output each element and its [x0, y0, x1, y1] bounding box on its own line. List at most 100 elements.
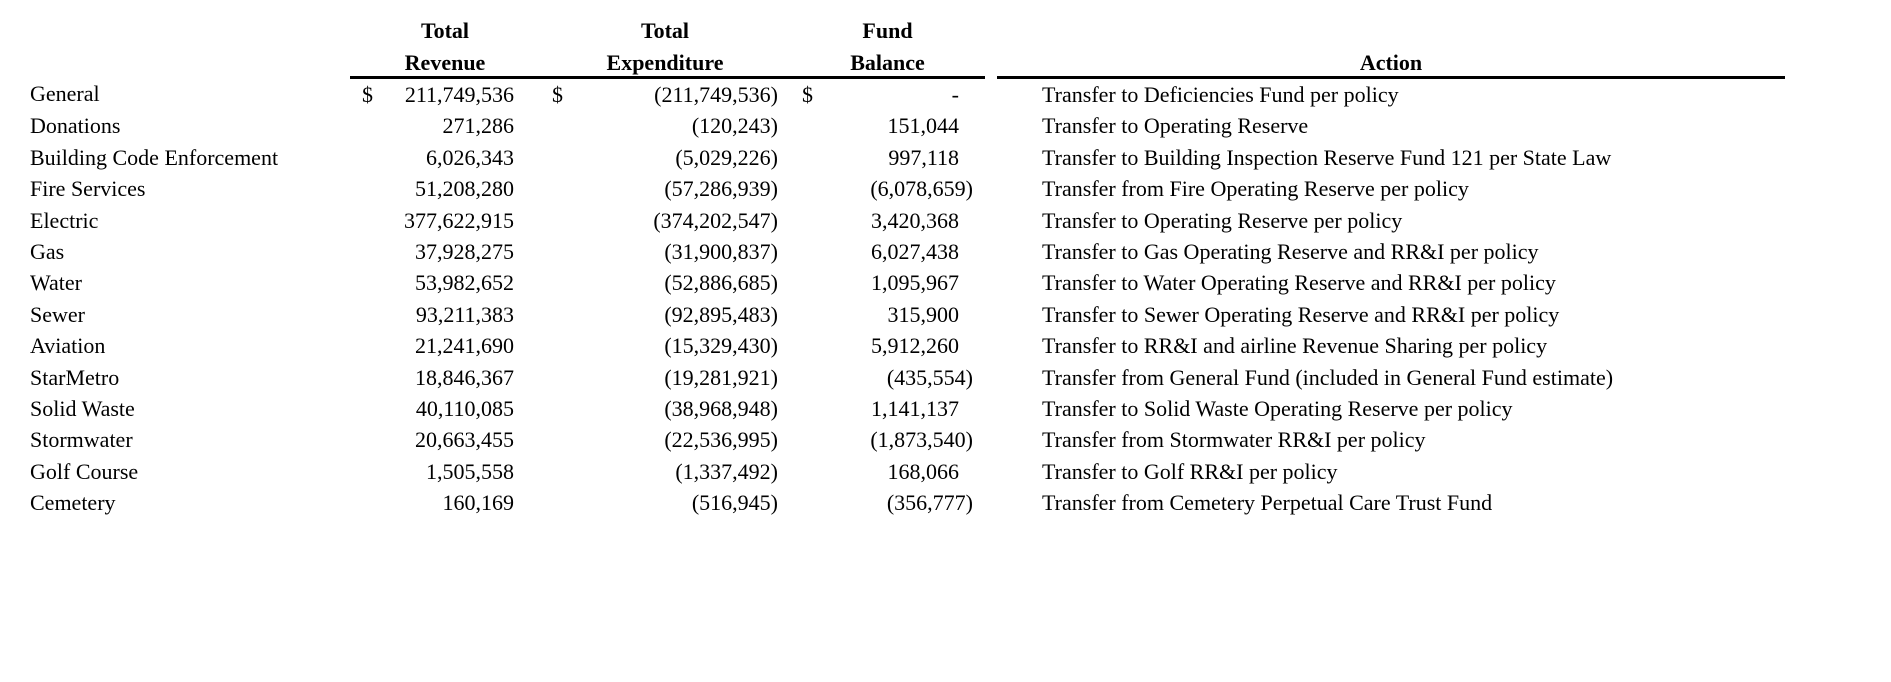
column-spacer [985, 142, 997, 173]
expenditure-value: (31,900,837) [540, 236, 790, 267]
revenue-value: 1,505,558 [350, 456, 540, 487]
expenditure-value: (1,337,492) [540, 456, 790, 487]
balance-value: 315,900 [790, 299, 985, 330]
balance-value: (6,078,659) [790, 173, 985, 204]
action-text: Transfer from General Fund (included in … [1042, 364, 1614, 390]
column-spacer [985, 299, 997, 330]
expenditure-value: (19,281,921) [540, 362, 790, 393]
header-row-1: Total Total Fund [30, 12, 1785, 44]
revenue-value: 51,208,280 [350, 173, 540, 204]
currency-symbol: $ [362, 82, 373, 107]
revenue-value: 40,110,085 [350, 393, 540, 424]
action-text: Transfer to Operating Reserve per policy [1042, 207, 1403, 233]
expenditure-value: (38,968,948) [540, 393, 790, 424]
fund-name: StarMetro [30, 364, 120, 390]
action-text: Transfer from Stormwater RR&I per policy [1042, 427, 1426, 453]
amount-text: 1,141,137 [871, 396, 959, 422]
amount-text: (38,968,948) [664, 396, 778, 422]
table-row: Golf Course 1,505,558 (1,337,492) 168,066 Tr… [30, 456, 1785, 487]
amount-text: 5,912,260 [871, 333, 959, 359]
revenue-header-line2: Revenue [350, 44, 540, 79]
amount-text: (435,554) [886, 364, 973, 390]
column-spacer [985, 330, 997, 361]
amount-text: (516,945) [691, 490, 778, 516]
table-header: Total Total Fund Revenue Expenditure Bal… [30, 12, 1785, 79]
revenue-value: 93,211,383 [350, 299, 540, 330]
balance-value: (356,777) [790, 487, 985, 518]
table-row: Fire Services 51,208,280 (57,286,939) (6,07… [30, 173, 1785, 204]
fund-name: Fire Services [30, 176, 146, 202]
action-text: Transfer to RR&I and airline Revenue Sha… [1042, 333, 1548, 359]
amount-text: 21,241,690 [415, 333, 514, 359]
fund-name: Donations [30, 113, 121, 139]
revenue-value: 160,169 [350, 487, 540, 518]
fund-name: Building Code Enforcement [30, 144, 279, 170]
revenue-value: 18,846,367 [350, 362, 540, 393]
amount-text: (120,243) [691, 113, 778, 139]
action-text: Transfer to Building Inspection Reserve … [1042, 144, 1612, 170]
column-spacer [985, 173, 997, 204]
amount-text: (22,536,995) [664, 427, 778, 453]
column-spacer [985, 456, 997, 487]
balance-value: 1,141,137 [790, 393, 985, 424]
balance-header-line1: Fund [862, 18, 913, 43]
amount-text: (1,873,540) [870, 427, 973, 453]
header-gap [985, 44, 997, 78]
revenue-value: 6,026,343 [350, 142, 540, 173]
action-text: Transfer to Sewer Operating Reserve and … [1042, 301, 1560, 327]
fund-name: Water [30, 270, 82, 296]
header-gap [985, 12, 997, 44]
expenditure-header-line2: Expenditure [540, 44, 790, 79]
amount-text: (356,777) [886, 490, 973, 516]
amount-text: 211,749,536 [404, 82, 514, 107]
column-spacer [985, 236, 997, 267]
expenditure-value: (15,329,430) [540, 330, 790, 361]
expenditure-value: (57,286,939) [540, 173, 790, 204]
revenue-value: 20,663,455 [350, 424, 540, 455]
balance-value: 5,912,260 [790, 330, 985, 361]
fund-name-header-blank [30, 44, 350, 78]
amount-text: 160,169 [442, 490, 515, 516]
expenditure-value: (92,895,483) [540, 299, 790, 330]
fund-name: Aviation [30, 333, 106, 359]
amount-text: 997,118 [888, 144, 959, 170]
fund-name-header-blank [30, 12, 350, 44]
expenditure-value: (120,243) [540, 110, 790, 141]
revenue-header-line1: Total [420, 18, 470, 43]
amount-text: 377,622,915 [404, 207, 514, 233]
action-text: Transfer from Cemetery Perpetual Care Tr… [1042, 490, 1493, 516]
fund-balance-sheet: Total Total Fund Revenue Expenditure Bal… [0, 12, 1891, 519]
action-text: Transfer to Water Operating Reserve and … [1042, 270, 1556, 296]
balance-value: 997,118 [790, 142, 985, 173]
fund-name: Solid Waste [30, 396, 135, 422]
amount-text: 53,982,652 [415, 270, 514, 296]
balance-value: 3,420,368 [790, 205, 985, 236]
revenue-value: $211,749,536 [350, 78, 540, 111]
action-text: Transfer to Solid Waste Operating Reserv… [1042, 396, 1513, 422]
balance-value: $ - [790, 78, 985, 111]
fund-name: Golf Course [30, 458, 139, 484]
action-text: Transfer to Gas Operating Reserve and RR… [1042, 239, 1539, 265]
header-row-2: Revenue Expenditure Balance Action [30, 44, 1785, 79]
column-spacer [985, 205, 997, 236]
amount-text: (6,078,659) [870, 176, 973, 202]
column-spacer [985, 393, 997, 424]
fund-name: Cemetery [30, 490, 116, 516]
expenditure-value: (52,886,685) [540, 267, 790, 298]
balance-value: 168,066 [790, 456, 985, 487]
amount-text: (52,886,685) [664, 270, 778, 296]
amount-text: (15,329,430) [664, 333, 778, 359]
table-row: Solid Waste 40,110,085 (38,968,948) 1,141,1… [30, 393, 1785, 424]
fund-summary-table: Total Total Fund Revenue Expenditure Bal… [30, 12, 1785, 519]
amount-text: 1,095,967 [871, 270, 959, 296]
expenditure-value: (516,945) [540, 487, 790, 518]
amount-text: - [951, 82, 959, 107]
action-text: Transfer to Golf RR&I per policy [1042, 458, 1338, 484]
table-row: Electric 377,622,915 (374,202,547) 3,420,36… [30, 205, 1785, 236]
balance-value: 1,095,967 [790, 267, 985, 298]
table-row: Cemetery 160,169 (516,945) (356,777) Transfe… [30, 487, 1785, 518]
amount-text: (92,895,483) [664, 301, 778, 327]
amount-text: 93,211,383 [415, 301, 514, 327]
expenditure-value: $ (211,749,536) [540, 78, 790, 111]
amount-text: (211,749,536) [654, 82, 778, 107]
